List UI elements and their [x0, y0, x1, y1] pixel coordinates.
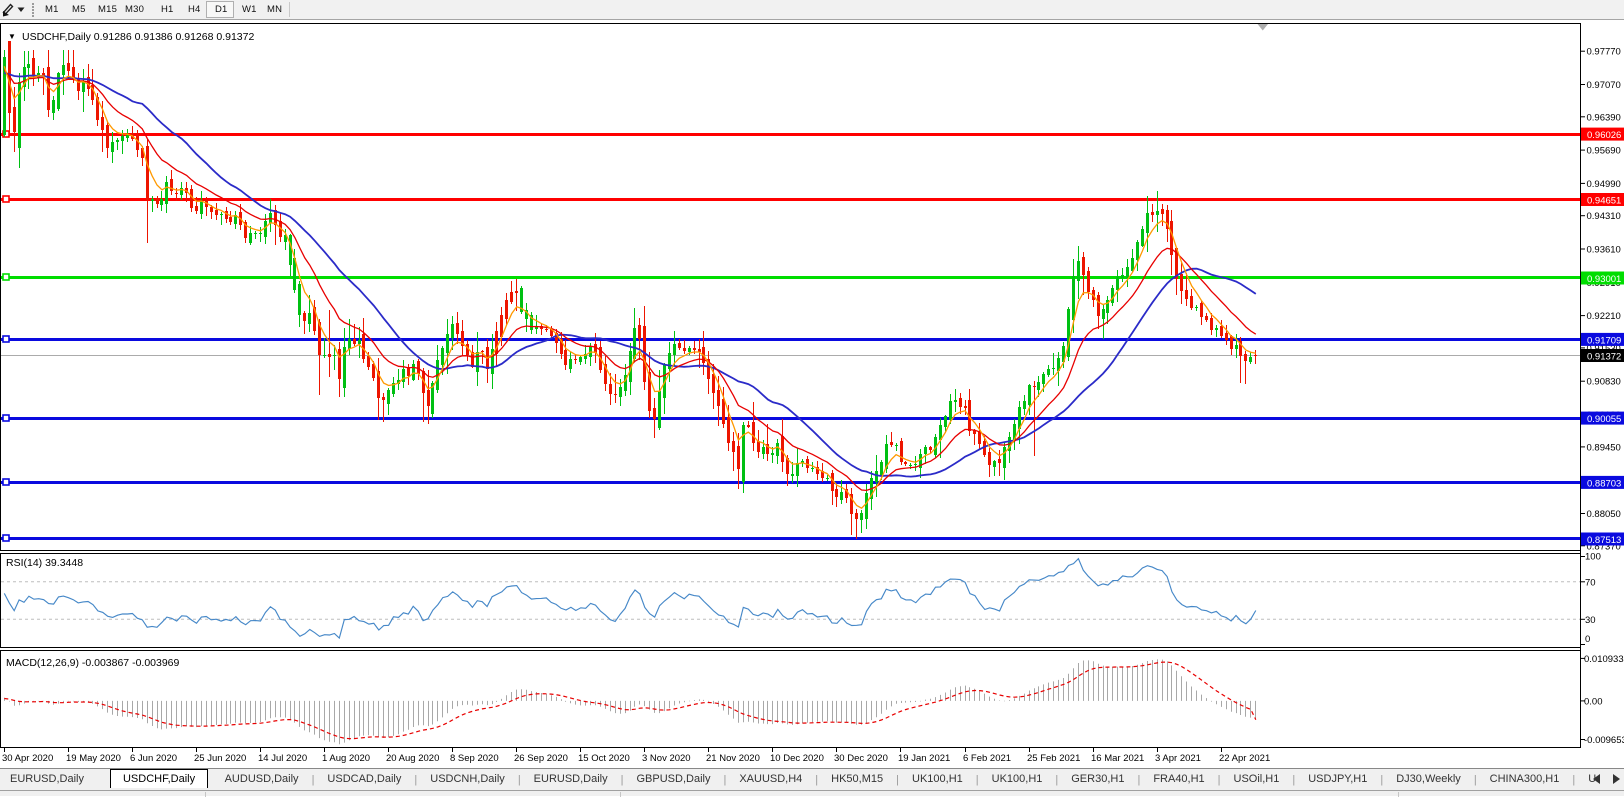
svg-text:30: 30	[1585, 615, 1596, 626]
svg-text:70: 70	[1585, 577, 1596, 588]
svg-text:0.96390: 0.96390	[1587, 112, 1621, 123]
svg-text:8 Sep 2020: 8 Sep 2020	[450, 753, 499, 764]
svg-text:0.91372: 0.91372	[1587, 352, 1621, 363]
svg-text:6 Jun 2020: 6 Jun 2020	[130, 753, 177, 764]
svg-text:3 Nov 2020: 3 Nov 2020	[642, 753, 691, 764]
svg-text:0.87370: 0.87370	[1587, 541, 1621, 552]
svg-text:USDCHF,Daily 0.91286 0.91386: USDCHF,Daily 0.91286 0.91386 0.91268 0.9…	[22, 31, 254, 43]
svg-text:0.91530: 0.91530	[1587, 343, 1621, 354]
svg-text:3 Apr 2021: 3 Apr 2021	[1155, 753, 1201, 764]
svg-text:22 Apr 2021: 22 Apr 2021	[1219, 753, 1270, 764]
svg-text:0.96026: 0.96026	[1587, 130, 1621, 141]
svg-text:19 May 2020: 19 May 2020	[66, 753, 121, 764]
svg-text:0.97070: 0.97070	[1587, 80, 1621, 91]
svg-text:0.94990: 0.94990	[1587, 179, 1621, 190]
svg-text:0.90830: 0.90830	[1587, 377, 1621, 388]
svg-text:0.94651: 0.94651	[1587, 196, 1621, 207]
svg-text:21 Nov 2020: 21 Nov 2020	[706, 753, 760, 764]
svg-text:26 Sep 2020: 26 Sep 2020	[514, 753, 568, 764]
svg-text:30 Dec 2020: 30 Dec 2020	[834, 753, 888, 764]
svg-text:0.87513: 0.87513	[1587, 535, 1621, 546]
svg-text:100: 100	[1585, 552, 1601, 563]
svg-text:20 Aug 2020: 20 Aug 2020	[386, 753, 439, 764]
svg-text:0: 0	[1585, 634, 1590, 645]
svg-text:0.93001: 0.93001	[1587, 274, 1621, 285]
svg-text:0.97770: 0.97770	[1587, 47, 1621, 58]
svg-text:15 Oct 2020: 15 Oct 2020	[578, 753, 630, 764]
svg-text:0.89450: 0.89450	[1587, 442, 1621, 453]
svg-text:MACD(12,26,9) -0.003867 -0.003: MACD(12,26,9) -0.003867 -0.003969	[6, 657, 180, 669]
svg-text:0.95690: 0.95690	[1587, 146, 1621, 157]
svg-text:0.91709: 0.91709	[1587, 335, 1621, 346]
svg-text:0.88703: 0.88703	[1587, 478, 1621, 489]
svg-text:0.90055: 0.90055	[1587, 414, 1621, 425]
svg-text:0.00: 0.00	[1584, 696, 1603, 707]
svg-text:0.93610: 0.93610	[1587, 245, 1621, 256]
svg-text:▼: ▼	[8, 32, 16, 41]
svg-text:0.94310: 0.94310	[1587, 211, 1621, 222]
svg-text:16 Mar 2021: 16 Mar 2021	[1091, 753, 1144, 764]
svg-text:6 Feb 2021: 6 Feb 2021	[963, 753, 1011, 764]
svg-text:-0.009653: -0.009653	[1584, 735, 1624, 746]
svg-text:0.88050: 0.88050	[1587, 509, 1621, 520]
svg-text:RSI(14) 39.3448: RSI(14) 39.3448	[6, 557, 83, 569]
svg-text:25 Feb 2021: 25 Feb 2021	[1027, 753, 1080, 764]
svg-text:10 Dec 2020: 10 Dec 2020	[770, 753, 824, 764]
svg-text:0.92210: 0.92210	[1587, 311, 1621, 322]
svg-text:30 Apr 2020: 30 Apr 2020	[2, 753, 53, 764]
svg-text:0.010933: 0.010933	[1584, 654, 1624, 665]
svg-text:14 Jul 2020: 14 Jul 2020	[258, 753, 307, 764]
svg-text:1 Aug 2020: 1 Aug 2020	[322, 753, 370, 764]
svg-text:19 Jan 2021: 19 Jan 2021	[898, 753, 950, 764]
svg-text:25 Jun 2020: 25 Jun 2020	[194, 753, 246, 764]
